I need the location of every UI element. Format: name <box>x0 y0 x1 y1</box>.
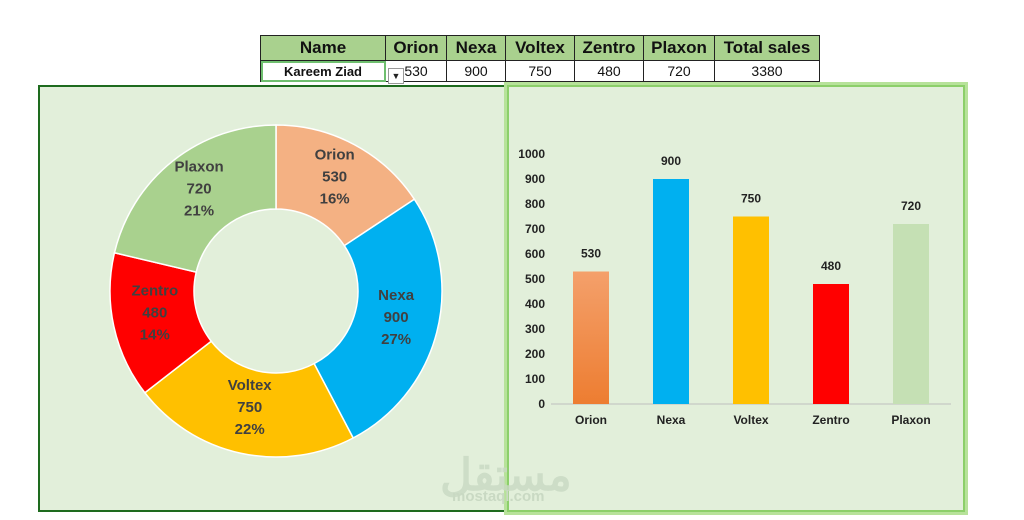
header-zentro: Zentro <box>574 35 644 61</box>
header-voltex: Voltex <box>505 35 575 61</box>
bar-value-label-plaxon: 720 <box>901 199 921 213</box>
bar-voltex <box>733 216 769 404</box>
doughnut-label-percent-voltex: 22% <box>235 421 265 438</box>
y-tick-label: 300 <box>525 322 545 336</box>
value-zentro: 480 <box>574 60 644 82</box>
y-tick-label: 700 <box>525 222 545 236</box>
y-tick-label: 600 <box>525 247 545 261</box>
x-tick-label-voltex: Voltex <box>733 413 768 427</box>
doughnut-label-percent-plaxon: 21% <box>184 203 214 220</box>
y-tick-label: 1000 <box>518 147 545 161</box>
bar-value-label-voltex: 750 <box>741 192 761 206</box>
doughnut-slice-nexa <box>313 198 443 439</box>
doughnut-label-category-voltex: Voltex <box>228 377 273 394</box>
name-select-cell[interactable]: Kareem Ziad <box>260 60 386 82</box>
doughnut-slice-voltex <box>143 340 355 458</box>
doughnut-slice-plaxon <box>113 124 277 274</box>
header-total-sales: Total sales <box>714 35 820 61</box>
doughnut-label-value-nexa: 900 <box>384 309 409 326</box>
doughnut-label-value-orion: 530 <box>322 169 347 186</box>
doughnut-chart: Orion 530 16% Nexa 900 27% Voltex 750 22% Zentro 4… <box>109 124 443 458</box>
sales-table: Name Orion Nexa Voltex Zentro Plaxon Tot… <box>260 35 820 82</box>
y-tick-label: 500 <box>525 272 545 286</box>
header-nexa: Nexa <box>446 35 506 61</box>
value-nexa: 900 <box>446 60 506 82</box>
header-plaxon: Plaxon <box>643 35 715 61</box>
value-voltex: 750 <box>505 60 575 82</box>
bar-plaxon <box>893 224 929 404</box>
bar-chart-panel[interactable]: 0 100 200 300 400 500 600 700 800 900 1000 530 Orion… <box>507 85 965 512</box>
y-tick-label: 400 <box>525 297 545 311</box>
bar-nexa <box>653 179 689 404</box>
doughnut-label-category-orion: Orion <box>315 147 355 164</box>
value-plaxon: 720 <box>643 60 715 82</box>
x-tick-label-nexa: Nexa <box>657 413 686 427</box>
doughnut-label-value-zentro: 480 <box>142 304 167 321</box>
x-tick-label-zentro: Zentro <box>812 413 849 427</box>
doughnut-label-category-plaxon: Plaxon <box>174 159 223 176</box>
header-orion: Orion <box>385 35 447 61</box>
bar-zentro <box>813 284 849 404</box>
x-tick-label-plaxon: Plaxon <box>891 413 930 427</box>
doughnut-label-percent-nexa: 27% <box>381 331 411 348</box>
doughnut-label-percent-orion: 16% <box>320 191 350 208</box>
header-name: Name <box>260 35 386 61</box>
doughnut-label-category-zentro: Zentro <box>131 282 178 299</box>
watermark-url: mostaql.com <box>452 488 545 505</box>
bar-value-label-nexa: 900 <box>661 154 681 168</box>
bar-value-label-zentro: 480 <box>821 259 841 273</box>
doughnut-label-value-voltex: 750 <box>237 399 262 416</box>
bar-orion <box>573 271 609 404</box>
watermark-logo: مستقل <box>440 451 572 500</box>
doughnut-label-category-nexa: Nexa <box>378 287 415 304</box>
dropdown-arrow-icon[interactable]: ▼ <box>388 68 404 84</box>
doughnut-slice-orion <box>275 124 416 247</box>
y-tick-label: 800 <box>525 197 545 211</box>
y-tick-label: 100 <box>525 372 545 386</box>
doughnut-label-value-plaxon: 720 <box>187 181 212 198</box>
y-tick-label: 200 <box>525 347 545 361</box>
x-tick-label-orion: Orion <box>575 413 607 427</box>
bar-value-label-orion: 530 <box>581 247 601 261</box>
doughnut-chart-panel[interactable]: Orion 530 16% Nexa 900 27% Voltex 750 22% Zentro 4… <box>38 85 512 512</box>
y-tick-label: 0 <box>538 397 545 411</box>
bar-chart: 0 100 200 300 400 500 600 700 800 900 1000 530 Orion… <box>518 147 951 427</box>
doughnut-label-percent-zentro: 14% <box>140 326 170 343</box>
value-total-sales: 3380 <box>714 60 820 82</box>
y-tick-label: 900 <box>525 172 545 186</box>
